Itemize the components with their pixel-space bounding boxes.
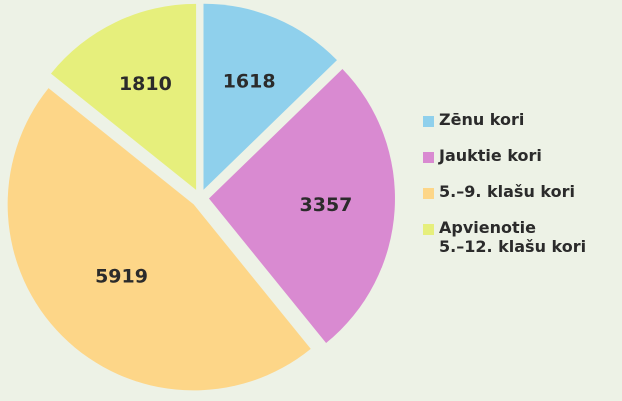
legend-item: 5.–9. klašu kori (423, 182, 622, 201)
pie-area: 1618 3357 5919 1810 (7, 3, 395, 391)
legend: Zēnu kori Jauktie kori 5.–9. klašu kori Apv… (423, 110, 622, 273)
pie-slice (203, 3, 337, 190)
legend-swatch (423, 152, 434, 163)
legend-item: Apvienotie 5.–12. klašu kori (423, 218, 622, 256)
legend-swatch (423, 188, 434, 199)
data-label: 5919 (95, 265, 148, 287)
legend-swatch (423, 116, 434, 127)
legend-item: Zēnu kori (423, 110, 622, 129)
legend-label: Jauktie kori (439, 146, 542, 165)
legend-label: Zēnu kori (439, 110, 525, 129)
pie-slice (208, 68, 395, 344)
legend-label: Apvienotie 5.–12. klašu kori (439, 218, 587, 256)
data-label: 1810 (119, 73, 172, 95)
legend-swatch (423, 224, 434, 235)
data-label: 3357 (300, 194, 353, 216)
legend-item: Jauktie kori (423, 146, 622, 165)
pie-slice (50, 3, 197, 190)
data-label: 1618 (223, 70, 276, 92)
legend-label: 5.–9. klašu kori (439, 182, 575, 201)
pie-slice (7, 88, 311, 391)
